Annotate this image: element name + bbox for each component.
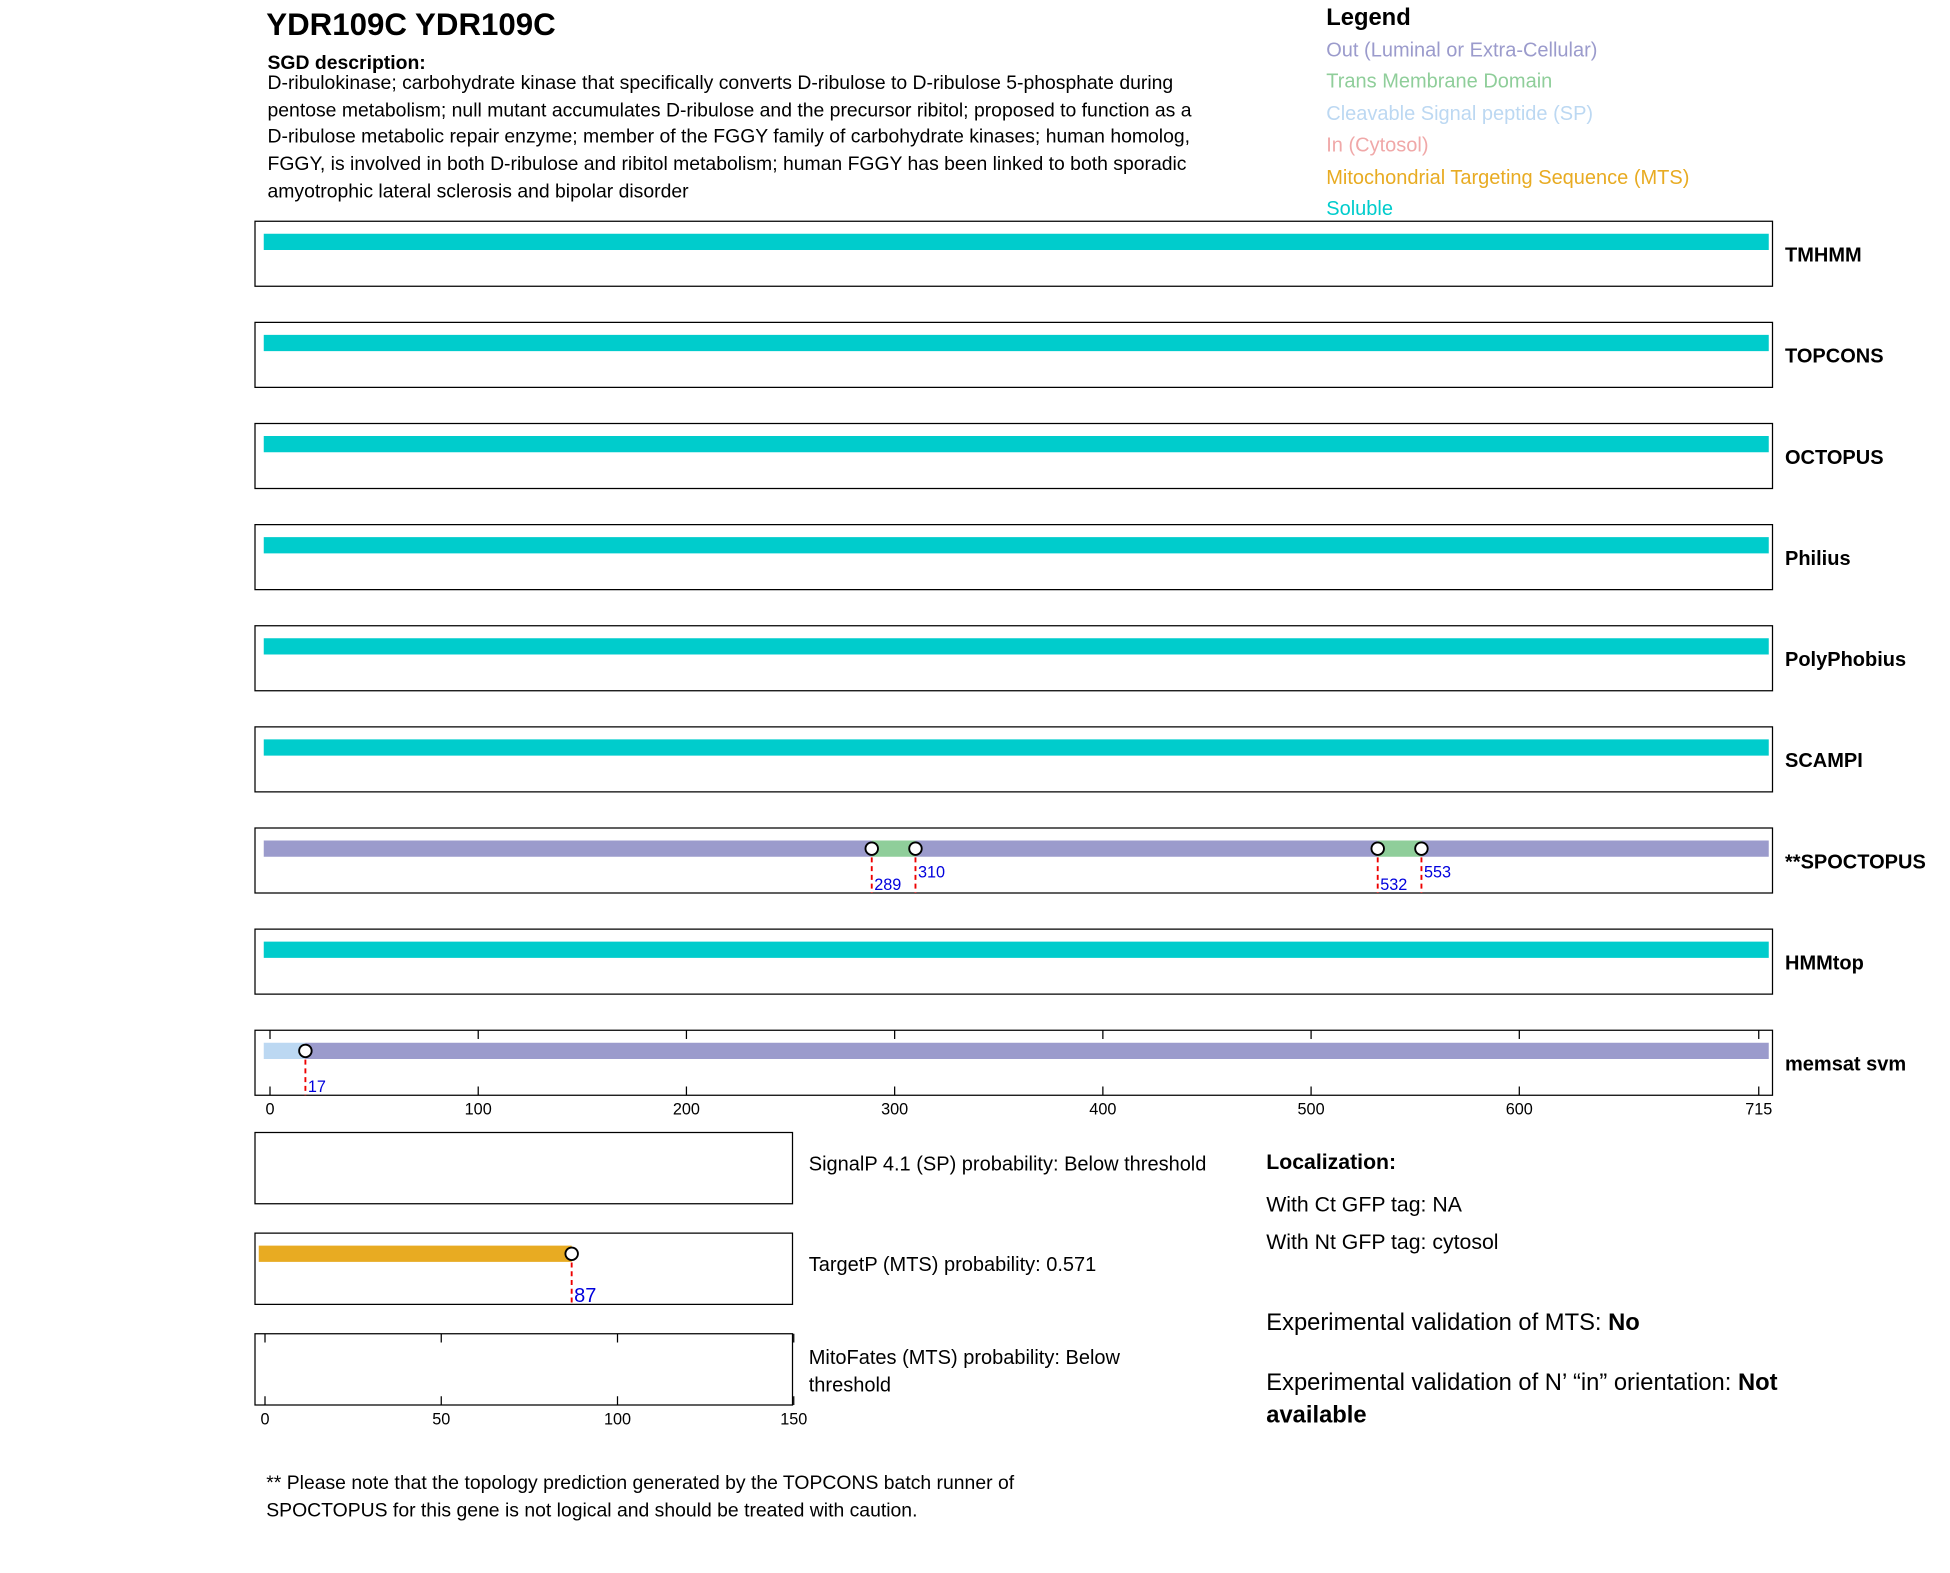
x-tick-label: 0	[260, 1410, 269, 1428]
x-tick-label: 0	[265, 1101, 274, 1119]
marker-label: 553	[1424, 863, 1451, 881]
validation: Experimental validation of MTS: No	[1266, 1308, 1866, 1341]
segment	[263, 1042, 306, 1059]
x-tick-label: 600	[1506, 1101, 1533, 1119]
segment	[263, 739, 1769, 756]
localization-heading: Localization:	[1266, 1150, 1397, 1174]
localization-line: With Ct GFP tag: NA	[1266, 1192, 1462, 1217]
track-name: HMMtop	[1785, 952, 1864, 974]
x-tick-label: 100	[465, 1101, 492, 1119]
track-box	[254, 1131, 794, 1205]
segment	[1377, 840, 1422, 857]
marker	[864, 841, 879, 856]
track-name: PolyPhobius	[1785, 649, 1906, 671]
track-box	[254, 928, 1774, 995]
localization: With Ct GFP tag: NA With Nt GFP tag: cyto…	[1266, 1186, 1498, 1261]
x-tick-label: 500	[1298, 1101, 1325, 1119]
track-box	[254, 827, 1774, 894]
validation-value: Not available	[1266, 1370, 1778, 1429]
segment	[263, 638, 1769, 655]
marker	[1414, 841, 1429, 856]
x-tick-label: 100	[604, 1410, 631, 1428]
segment	[1421, 840, 1769, 857]
track-box	[254, 1029, 1774, 1096]
segment	[263, 233, 1769, 250]
localization-line: With Nt GFP tag: cytosol	[1266, 1230, 1499, 1254]
legend: Out (Luminal or Extra-Cellular) Trans Mem…	[1326, 35, 1689, 226]
marker	[564, 1246, 579, 1261]
marker-label: 310	[918, 863, 945, 881]
description-line: pentose metabolism; null mutant accumula…	[267, 99, 1192, 121]
legend-item: In (Cytosol)	[1326, 135, 1429, 157]
segment	[915, 840, 1378, 857]
marker	[908, 841, 923, 856]
track-box	[254, 726, 1774, 793]
track-name: Philius	[1785, 548, 1851, 570]
panel-label: TargetP (MTS) probability: 0.571	[809, 1254, 1097, 1276]
description-line: D-ribulose metabolic repair enzyme; memb…	[267, 126, 1191, 149]
track-box	[254, 321, 1774, 388]
segment	[871, 840, 916, 857]
segment	[263, 537, 1769, 554]
description: D-ribulokinase; carbohydrate kinase that…	[268, 70, 1192, 206]
x-tick-label: 150	[780, 1410, 807, 1428]
validation-label: Experimental validation of N’ “in” orien…	[1266, 1370, 1732, 1397]
description-line: amyotrophic lateral sclerosis and bipola…	[267, 181, 689, 203]
track-box	[254, 1333, 794, 1406]
marker-label: 17	[308, 1078, 326, 1096]
x-tick-label: 400	[1089, 1101, 1116, 1119]
panel-label: SignalP 4.1 (SP) probability: Below thre…	[809, 1153, 1207, 1175]
track-name: memsat svm	[1785, 1054, 1906, 1076]
legend-item: Out (Luminal or Extra-Cellular)	[1326, 40, 1598, 62]
marker	[1370, 841, 1385, 856]
track-name: TOPCONS	[1785, 346, 1884, 368]
track-box	[254, 524, 1774, 591]
segment	[263, 334, 1769, 352]
description-label: SGD description:	[267, 52, 426, 74]
x-tick-label: 715	[1745, 1101, 1772, 1119]
marker-label: 87	[574, 1285, 596, 1307]
x-tick-label: 200	[673, 1101, 700, 1119]
track-name: SCAMPI	[1785, 750, 1863, 772]
marker	[298, 1043, 313, 1059]
track-box	[254, 220, 1774, 287]
segment	[258, 1245, 572, 1262]
track-name: TMHMM	[1785, 245, 1862, 267]
marker-label: 532	[1380, 876, 1407, 894]
legend-title: Legend	[1326, 5, 1411, 32]
track-name: OCTOPUS	[1785, 447, 1884, 469]
description-line: FGGY, is involved in both D-ribulose and…	[267, 153, 1187, 176]
validation-value: No	[1608, 1310, 1640, 1337]
segment	[305, 1042, 1769, 1059]
legend-item: Trans Membrane Domain	[1326, 71, 1553, 94]
segment	[263, 436, 1769, 453]
validation-label: Experimental validation of MTS:	[1266, 1310, 1602, 1337]
legend-item: Cleavable Signal peptide (SP)	[1326, 103, 1594, 125]
track-box	[254, 1232, 794, 1305]
panel-label: MitoFates (MTS) probability: Below	[809, 1347, 1121, 1369]
validation: Experimental validation of N’ “in” orien…	[1266, 1368, 1866, 1433]
footnote-line: SPOCTOPUS for this gene is not logical a…	[266, 1499, 918, 1521]
x-tick-label: 50	[432, 1410, 450, 1428]
segment	[263, 840, 872, 857]
legend-item: Mitochondrial Targeting Sequence (MTS)	[1326, 167, 1690, 189]
title: YDR109C YDR109C	[266, 7, 556, 43]
legend-item: Soluble	[1326, 198, 1393, 221]
marker-label: 289	[874, 876, 901, 894]
description-line: D-ribulokinase; carbohydrate kinase that…	[267, 72, 1174, 94]
footnote-line: ** Please note that the topology predict…	[266, 1472, 1015, 1494]
track-box	[254, 422, 1774, 490]
footnote: ** Please note that the topology predict…	[266, 1470, 1014, 1524]
track-box	[254, 625, 1774, 692]
track-name: **SPOCTOPUS	[1785, 851, 1926, 873]
x-tick-label: 300	[881, 1101, 908, 1119]
segment	[263, 941, 1769, 958]
panel-label: threshold	[809, 1375, 891, 1397]
